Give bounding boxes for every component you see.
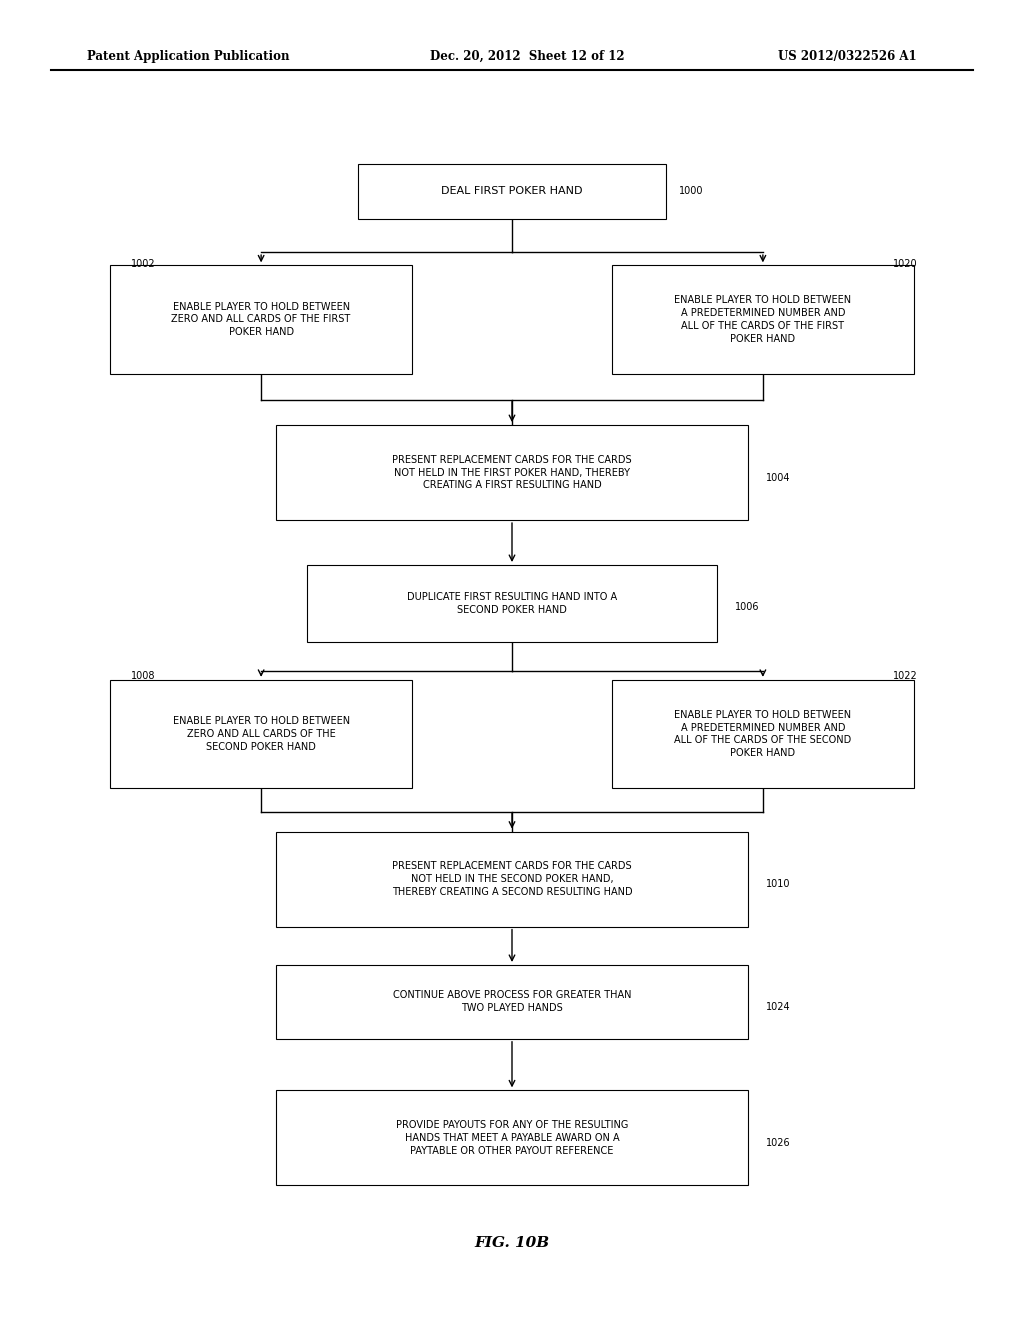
FancyBboxPatch shape <box>111 265 412 374</box>
FancyBboxPatch shape <box>612 265 914 374</box>
Text: 1000: 1000 <box>679 186 703 197</box>
Text: DEAL FIRST POKER HAND: DEAL FIRST POKER HAND <box>441 186 583 197</box>
Text: US 2012/0322526 A1: US 2012/0322526 A1 <box>778 50 916 63</box>
Text: 1008: 1008 <box>131 671 156 681</box>
FancyBboxPatch shape <box>307 565 717 642</box>
FancyBboxPatch shape <box>276 425 748 520</box>
Text: ENABLE PLAYER TO HOLD BETWEEN
A PREDETERMINED NUMBER AND
ALL OF THE CARDS OF THE: ENABLE PLAYER TO HOLD BETWEEN A PREDETER… <box>674 710 852 758</box>
Text: 1022: 1022 <box>893 671 918 681</box>
FancyBboxPatch shape <box>276 832 748 927</box>
FancyBboxPatch shape <box>612 680 914 788</box>
Text: ENABLE PLAYER TO HOLD BETWEEN
ZERO AND ALL CARDS OF THE
SECOND POKER HAND: ENABLE PLAYER TO HOLD BETWEEN ZERO AND A… <box>173 717 349 751</box>
Text: 1020: 1020 <box>893 259 918 269</box>
Text: FIG. 10B: FIG. 10B <box>474 1237 550 1250</box>
Text: Patent Application Publication: Patent Application Publication <box>87 50 290 63</box>
Text: 1024: 1024 <box>766 1002 791 1012</box>
Text: ENABLE PLAYER TO HOLD BETWEEN
ZERO AND ALL CARDS OF THE FIRST
POKER HAND: ENABLE PLAYER TO HOLD BETWEEN ZERO AND A… <box>171 302 351 337</box>
Text: 1006: 1006 <box>735 602 760 612</box>
Text: CONTINUE ABOVE PROCESS FOR GREATER THAN
TWO PLAYED HANDS: CONTINUE ABOVE PROCESS FOR GREATER THAN … <box>393 990 631 1014</box>
FancyBboxPatch shape <box>111 680 412 788</box>
FancyBboxPatch shape <box>358 164 666 219</box>
Text: PRESENT REPLACEMENT CARDS FOR THE CARDS
NOT HELD IN THE SECOND POKER HAND,
THERE: PRESENT REPLACEMENT CARDS FOR THE CARDS … <box>392 862 632 896</box>
Text: 1004: 1004 <box>766 473 791 483</box>
Text: PROVIDE PAYOUTS FOR ANY OF THE RESULTING
HANDS THAT MEET A PAYABLE AWARD ON A
PA: PROVIDE PAYOUTS FOR ANY OF THE RESULTING… <box>396 1121 628 1155</box>
FancyBboxPatch shape <box>276 1090 748 1185</box>
Text: DUPLICATE FIRST RESULTING HAND INTO A
SECOND POKER HAND: DUPLICATE FIRST RESULTING HAND INTO A SE… <box>407 591 617 615</box>
Text: 1002: 1002 <box>131 259 156 269</box>
Text: 1026: 1026 <box>766 1138 791 1148</box>
Text: ENABLE PLAYER TO HOLD BETWEEN
A PREDETERMINED NUMBER AND
ALL OF THE CARDS OF THE: ENABLE PLAYER TO HOLD BETWEEN A PREDETER… <box>675 296 851 343</box>
Text: 1010: 1010 <box>766 879 791 890</box>
Text: Dec. 20, 2012  Sheet 12 of 12: Dec. 20, 2012 Sheet 12 of 12 <box>430 50 625 63</box>
Text: PRESENT REPLACEMENT CARDS FOR THE CARDS
NOT HELD IN THE FIRST POKER HAND, THEREB: PRESENT REPLACEMENT CARDS FOR THE CARDS … <box>392 455 632 490</box>
FancyBboxPatch shape <box>276 965 748 1039</box>
